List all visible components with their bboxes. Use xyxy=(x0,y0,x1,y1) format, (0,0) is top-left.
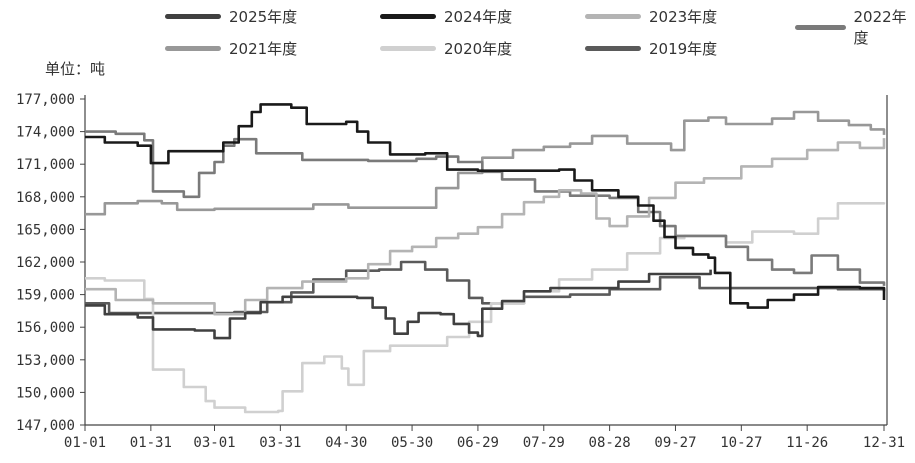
x-tick-label: 03-31 xyxy=(259,435,301,451)
y-tick-label: 174,000 xyxy=(16,125,75,141)
series-line-2019年度 xyxy=(85,260,886,315)
legend-item: 2020年度 xyxy=(380,38,512,59)
y-tick-label: 162,000 xyxy=(16,255,75,271)
y-tick-label: 171,000 xyxy=(16,157,75,173)
series-line-2024年度 xyxy=(85,103,886,309)
y-tick-label: 150,000 xyxy=(16,385,75,401)
legend-item: 2022年度 xyxy=(795,6,915,48)
legend-label: 2024年度 xyxy=(444,8,513,26)
legend-swatch xyxy=(380,14,436,19)
legend-label: 2021年度 xyxy=(229,40,298,58)
series-line-2023年度 xyxy=(85,138,886,316)
y-tick-label: 159,000 xyxy=(16,288,75,304)
legend-label: 2025年度 xyxy=(229,8,298,26)
x-tick-label: 01-31 xyxy=(130,435,172,451)
legend-item: 2023年度 xyxy=(585,6,717,27)
y-tick-label: 168,000 xyxy=(16,190,75,206)
legend-swatch xyxy=(585,14,641,19)
x-tick-label: 04-30 xyxy=(325,435,367,451)
legend-item: 2024年度 xyxy=(380,6,512,27)
y-tick-label: 165,000 xyxy=(16,222,75,238)
x-tick-label: 06-29 xyxy=(457,435,499,451)
x-tick-label: 08-28 xyxy=(589,435,631,451)
x-tick-label: 03-01 xyxy=(193,435,235,451)
unit-label: 单位：吨 xyxy=(45,60,106,78)
x-tick-label: 07-29 xyxy=(523,435,565,451)
legend-swatch xyxy=(795,24,846,30)
y-tick-label: 156,000 xyxy=(16,320,75,336)
legend-swatch xyxy=(380,46,436,51)
x-tick-label: 11-26 xyxy=(786,435,828,451)
legend-label: 2019年度 xyxy=(649,40,718,58)
series-line-2025年度 xyxy=(85,269,712,340)
legend-item: 2021年度 xyxy=(165,38,297,59)
x-tick-label: 10-27 xyxy=(720,435,762,451)
legend-label: 2023年度 xyxy=(649,8,718,26)
series-line-2021年度 xyxy=(85,110,886,216)
legend-swatch xyxy=(165,46,221,51)
legend-item: 2019年度 xyxy=(585,38,717,59)
x-tick-label: 09-27 xyxy=(654,435,696,451)
legend-swatch xyxy=(165,14,221,19)
y-tick-label: 147,000 xyxy=(16,418,75,434)
legend-item: 2025年度 xyxy=(165,6,297,27)
x-tick-label: 01-01 xyxy=(64,435,106,451)
legend-label: 2022年度 xyxy=(853,8,907,47)
legend-swatch xyxy=(585,46,641,51)
x-tick-label: 05-30 xyxy=(391,435,433,451)
y-tick-label: 153,000 xyxy=(16,353,75,369)
legend-label: 2020年度 xyxy=(444,40,513,58)
y-tick-label: 177,000 xyxy=(16,92,75,108)
x-tick-label: 12-31 xyxy=(863,435,905,451)
